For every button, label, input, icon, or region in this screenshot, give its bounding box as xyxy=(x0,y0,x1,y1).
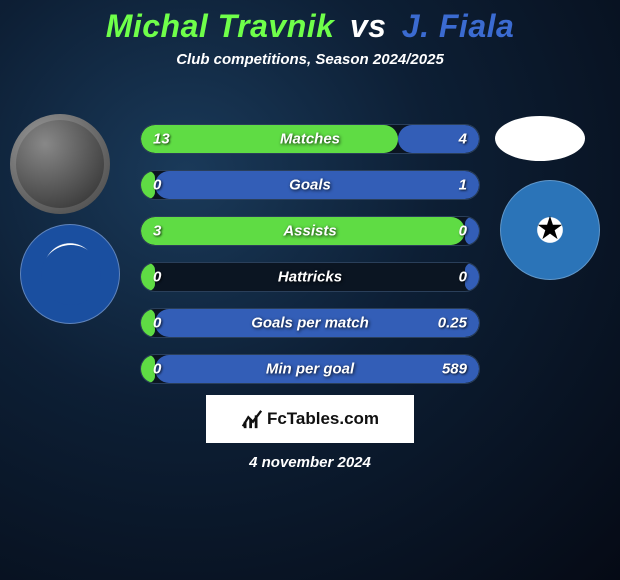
stat-bar: 30Assists xyxy=(140,216,480,246)
player1-avatar xyxy=(10,114,110,214)
stat-bar: 134Matches xyxy=(140,124,480,154)
stat-bar: 01Goals xyxy=(140,170,480,200)
stat-label: Hattricks xyxy=(141,269,479,286)
stat-bar: 00Hattricks xyxy=(140,262,480,292)
player2-club-badge xyxy=(500,180,600,280)
chart-icon xyxy=(241,408,263,430)
player2-avatar xyxy=(495,116,585,161)
stat-label: Assists xyxy=(141,223,479,240)
page-title: Michal Travnik vs J. Fiala xyxy=(0,8,620,45)
stat-label: Goals xyxy=(141,177,479,194)
player1-name: Michal Travnik xyxy=(106,8,335,44)
fctables-logo: FcTables.com xyxy=(206,395,414,443)
stat-bar: 00.25Goals per match xyxy=(140,308,480,338)
date-text: 4 november 2024 xyxy=(0,454,620,471)
comparison-card: Michal Travnik vs J. Fiala Club competit… xyxy=(0,0,620,580)
stat-bar: 0589Min per goal xyxy=(140,354,480,384)
stat-label: Matches xyxy=(141,131,479,148)
logo-text: FcTables.com xyxy=(267,409,379,429)
subtitle: Club competitions, Season 2024/2025 xyxy=(0,51,620,68)
player2-name: J. Fiala xyxy=(402,8,515,44)
stat-label: Goals per match xyxy=(141,315,479,332)
player1-club-badge xyxy=(20,224,120,324)
stat-bars: 134Matches 01Goals 30Assists 00Hattricks 00.… xyxy=(140,124,480,400)
stat-label: Min per goal xyxy=(141,361,479,378)
vs-separator: vs xyxy=(350,8,387,44)
